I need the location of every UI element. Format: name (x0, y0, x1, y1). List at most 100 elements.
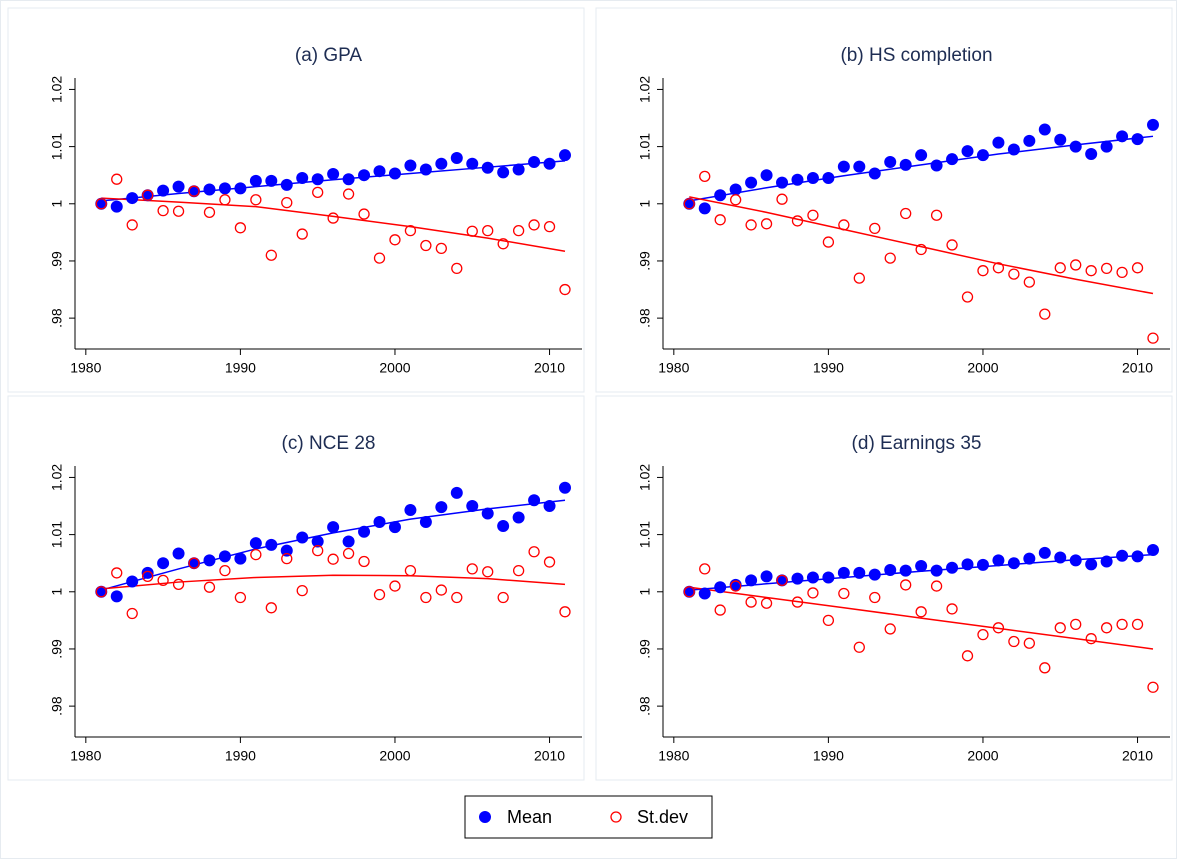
point (481, 161, 494, 174)
point (219, 564, 231, 577)
point (1085, 265, 1097, 277)
x-tick-label: 1980 (70, 360, 101, 376)
point (977, 629, 989, 641)
point (296, 228, 308, 240)
point (961, 145, 974, 158)
point (528, 546, 540, 558)
point (420, 239, 432, 252)
point (1070, 259, 1082, 271)
point (311, 173, 324, 186)
point (1100, 140, 1113, 153)
legend-label: Mean (507, 807, 552, 827)
point (1131, 550, 1144, 563)
point (1116, 266, 1128, 279)
point (899, 158, 912, 171)
point (822, 172, 835, 185)
point (853, 272, 865, 284)
y-tick-label: 1.02 (637, 464, 653, 491)
point (853, 566, 866, 579)
x-tick-label: 1990 (813, 360, 844, 376)
x-tick-label: 1990 (225, 748, 256, 764)
panel-title: (d) Earnings 35 (852, 433, 982, 454)
point (327, 168, 340, 181)
point (1146, 118, 1159, 131)
point (512, 511, 525, 524)
point (714, 214, 726, 226)
point (388, 521, 401, 534)
x-tick-label: 2010 (534, 360, 565, 376)
point (327, 553, 339, 565)
point (419, 516, 432, 529)
legend-marker (479, 811, 491, 823)
point (1146, 544, 1159, 557)
legend-box (464, 795, 713, 839)
point (203, 581, 216, 593)
point (1100, 555, 1113, 568)
y-tick-label: .98 (637, 308, 653, 328)
point (853, 160, 866, 173)
point (838, 219, 850, 231)
point (388, 167, 401, 180)
point (961, 558, 974, 571)
point (404, 159, 417, 172)
point (512, 564, 525, 577)
point (203, 183, 216, 196)
trend-line (689, 196, 1154, 295)
trend-line (101, 574, 566, 590)
point (435, 584, 447, 596)
x-tick-label: 1980 (658, 360, 689, 376)
point (806, 571, 819, 584)
point (450, 152, 463, 165)
y-tick-label: .99 (49, 251, 65, 271)
point (946, 153, 959, 166)
point (791, 596, 804, 608)
point (868, 167, 881, 180)
point (976, 558, 989, 571)
point (822, 236, 835, 248)
point (528, 156, 541, 169)
point (558, 149, 571, 162)
point (203, 206, 216, 219)
point (157, 204, 169, 217)
point (543, 556, 556, 568)
point (203, 554, 216, 567)
point (869, 222, 881, 235)
point (296, 531, 309, 544)
point (884, 156, 897, 169)
point (281, 552, 293, 565)
point (915, 560, 928, 573)
y-tick-label: .99 (637, 639, 653, 659)
point (482, 225, 494, 237)
point (1023, 134, 1036, 147)
point (234, 182, 247, 195)
point (497, 166, 510, 179)
point (714, 581, 727, 594)
point (497, 520, 510, 533)
point (1054, 133, 1067, 146)
point (234, 591, 247, 604)
point (497, 591, 509, 604)
point (512, 225, 525, 237)
point (1039, 308, 1051, 320)
panel-title: (c) NCE 28 (282, 433, 376, 454)
point (543, 157, 556, 170)
point (188, 185, 200, 197)
point (915, 606, 927, 618)
point (760, 597, 773, 609)
x-tick-label: 2010 (1122, 748, 1153, 764)
point (95, 198, 107, 210)
point (188, 185, 201, 198)
point (1100, 262, 1113, 275)
point (699, 563, 711, 575)
y-tick-label: 1 (637, 200, 653, 208)
point (435, 157, 448, 170)
point (311, 535, 324, 548)
point (1116, 618, 1128, 631)
point (1038, 123, 1051, 136)
point (249, 537, 262, 550)
y-tick-label: 1.02 (49, 464, 65, 491)
point (1116, 549, 1129, 562)
point (1039, 662, 1051, 674)
point (729, 183, 742, 196)
point (930, 580, 943, 592)
